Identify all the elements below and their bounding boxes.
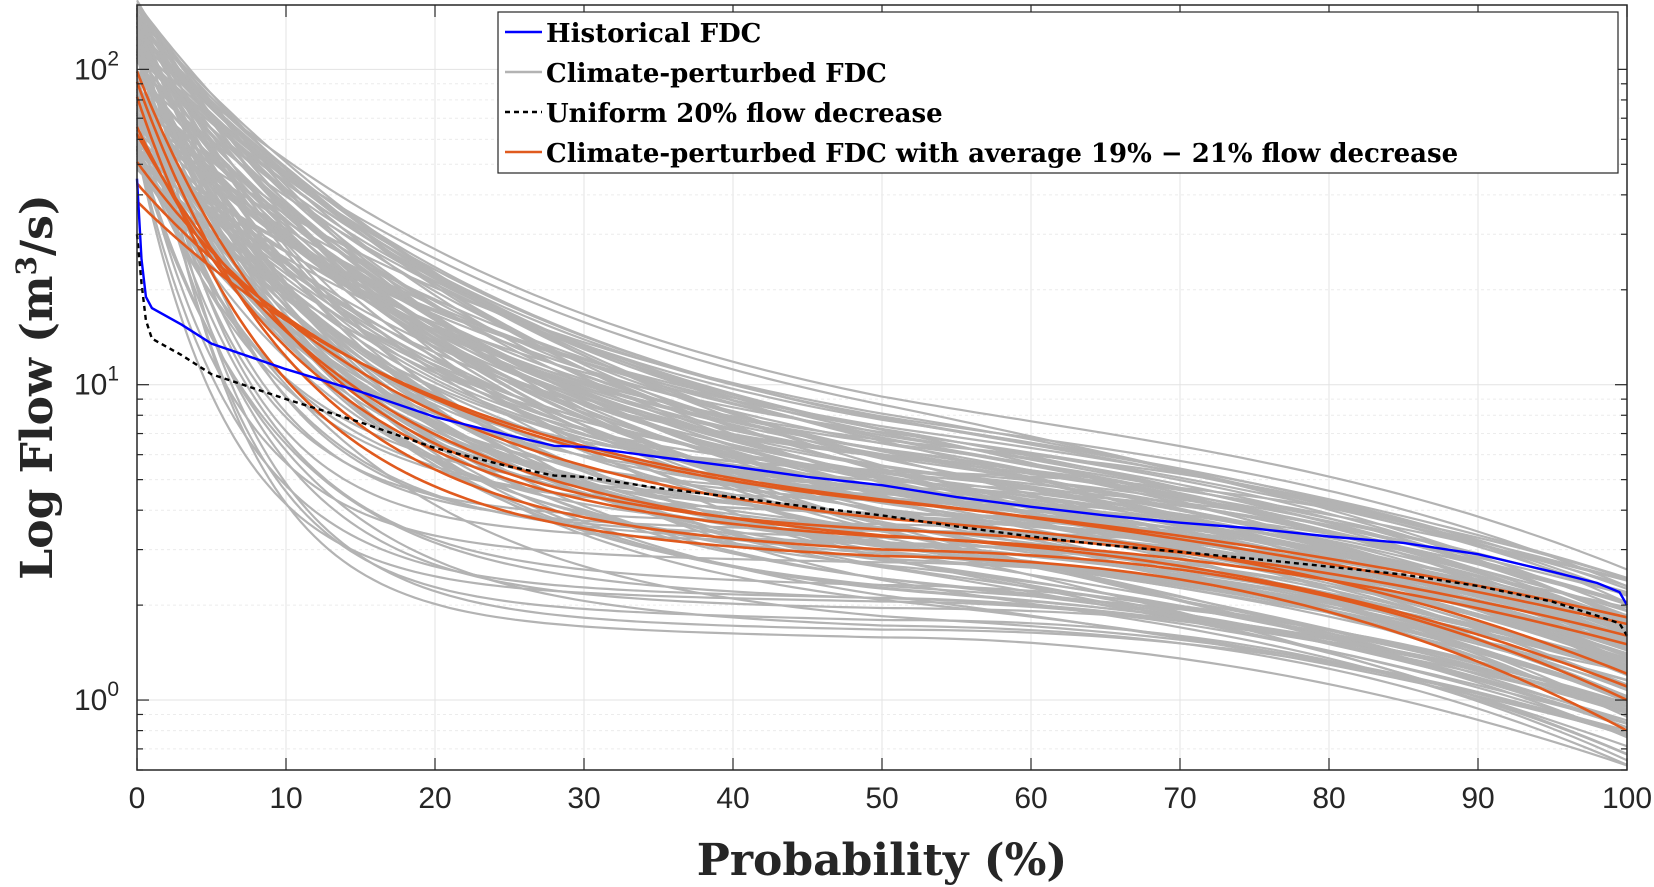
y-axis-title-tail: /s) (12, 194, 63, 256)
legend-label-historical: Historical FDC (546, 19, 761, 49)
perturbed-fdc-line (136, 27, 1628, 579)
selected-fdc-line (135, 161, 1628, 675)
x-tick-label: 80 (1312, 782, 1345, 815)
perturbed-fdc-line (136, 4, 1628, 729)
x-axis-title: Probability (%) (697, 835, 1067, 886)
y-tick-label: 102 (74, 47, 119, 86)
legend: Historical FDC Climate-perturbed FDC Uni… (497, 11, 1619, 174)
x-tick-label: 0 (129, 782, 146, 815)
axis-ticks: 0 10 20 30 40 50 60 70 80 90 100 100 101 102 (74, 5, 1652, 815)
legend-label-uniform: Uniform 20% flow decrease (546, 99, 943, 129)
y-axis-title: Log Flow (m3/s) (10, 194, 63, 579)
legend-label-perturbed: Climate-perturbed FDC (546, 59, 887, 89)
x-tick-label: 40 (716, 782, 749, 815)
perturbed-fdc-line (136, 57, 1628, 620)
x-tick-label: 60 (1014, 782, 1047, 815)
x-tick-label: 90 (1461, 782, 1494, 815)
perturbed-fdc-line (136, 133, 1628, 594)
perturbed-fdc-line (135, 7, 1628, 767)
perturbed-fdc-line (136, 17, 1628, 605)
perturbed-fdc-line (136, 14, 1628, 762)
selected-fdc-series (135, 70, 1628, 732)
perturbed-fdc-line (136, 17, 1628, 596)
legend-label-selected: Climate-perturbed FDC with average 19% −… (546, 139, 1458, 169)
x-tick-label: 20 (418, 782, 451, 815)
perturbed-fdc-line (135, 88, 1628, 705)
y-tick-label: 100 (74, 678, 119, 717)
perturbed-fdc-line (136, 90, 1628, 637)
x-tick-label: 30 (567, 782, 600, 815)
perturbed-fdc-line (136, 55, 1628, 699)
perturbed-fdc-line (136, 157, 1628, 643)
perturbed-fdc-line (136, 111, 1628, 652)
selected-fdc-line (136, 200, 1628, 626)
x-tick-label: 50 (865, 782, 898, 815)
uniform-decrease-line (135, 234, 1629, 637)
historical-fdc-line (135, 178, 1629, 606)
main-series (135, 178, 1629, 637)
y-axis-title-superscript: 3 (10, 256, 43, 275)
perturbed-fdc-line (136, 7, 1628, 636)
perturbed-fdc-line (136, 60, 1628, 595)
perturbed-fdc-line (136, 114, 1628, 637)
selected-fdc-line (135, 81, 1628, 702)
x-tick-label: 100 (1602, 782, 1652, 815)
x-tick-label: 70 (1163, 782, 1196, 815)
perturbed-fdc-line (135, 152, 1628, 735)
perturbed-fdc-line (136, 14, 1628, 698)
legend-box (497, 11, 1619, 174)
selected-fdc-line (135, 133, 1628, 688)
perturbed-fdc-line (136, 54, 1628, 581)
perturbed-fdc-line (136, 148, 1628, 736)
y-axis-title-main: Log Flow (m (12, 275, 63, 579)
y-tick-label: 101 (74, 363, 119, 402)
perturbed-fdc-line (135, 82, 1628, 708)
selected-fdc-line (135, 96, 1628, 732)
x-tick-label: 10 (269, 782, 302, 815)
